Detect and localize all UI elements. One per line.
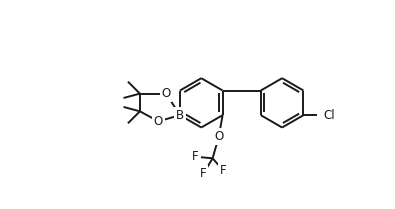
Text: O: O — [154, 115, 163, 128]
Text: O: O — [214, 130, 224, 143]
Text: O: O — [162, 87, 171, 100]
Text: Cl: Cl — [324, 109, 335, 122]
Text: F: F — [200, 167, 207, 180]
Text: B: B — [176, 109, 184, 122]
Text: F: F — [192, 150, 199, 163]
Text: F: F — [220, 164, 227, 177]
